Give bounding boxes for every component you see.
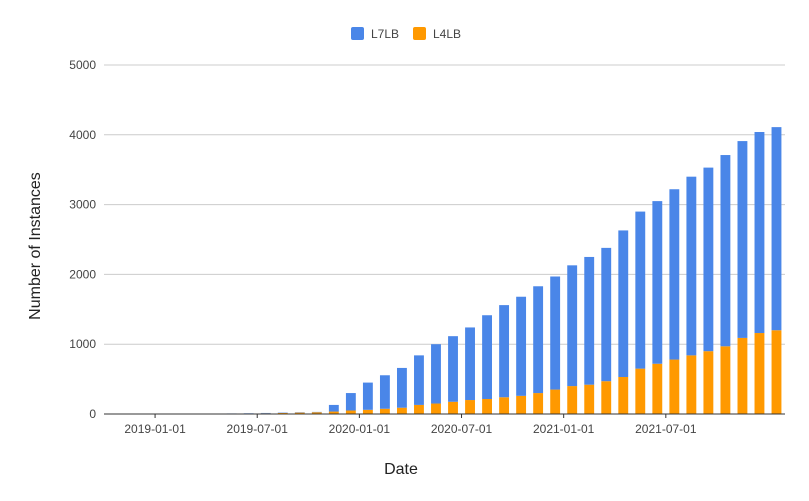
bar-l4lb-2020-07 (465, 400, 475, 414)
bar-l7lb-2022-01 (771, 127, 782, 331)
legend-swatch-l7lb (351, 27, 364, 40)
y-tick-label: 0 (89, 407, 96, 421)
bar-l4lb-2020-03 (397, 407, 407, 414)
bar-l7lb-2020-08 (482, 315, 492, 399)
y-axis-tick-labels: 0 1000 2000 3000 4000 5000 (69, 58, 96, 421)
legend-label-l4lb: L4LB (433, 27, 461, 41)
bar-l4lb-2021-06 (652, 363, 663, 414)
y-tick-label: 1000 (69, 337, 96, 351)
bar-l4lb-2022-01 (771, 330, 782, 414)
bar-l4lb-2021-07 (669, 359, 680, 414)
bar-l4lb-2020-11 (533, 393, 544, 414)
bar-l4lb-2020-06 (448, 401, 458, 414)
bar-l7lb-2020-05 (431, 344, 441, 404)
bar-l7lb-2021-11 (737, 141, 748, 338)
bars (107, 127, 782, 414)
bar-l4lb-2021-08 (686, 355, 697, 414)
bar-l4lb-2021-04 (618, 377, 629, 414)
bar-l4lb-2021-09 (703, 351, 714, 414)
bar-l4lb-2020-01 (362, 409, 373, 414)
y-tick-label: 5000 (69, 58, 96, 72)
bar-l7lb-2021-04 (618, 230, 629, 378)
bar-l7lb-2021-08 (686, 176, 697, 356)
bar-l4lb-2020-08 (482, 398, 492, 414)
x-tick-label: 2019-07-01 (227, 422, 289, 436)
y-tick-label: 2000 (69, 267, 96, 281)
bar-l4lb-2020-10 (516, 395, 527, 414)
bar-l7lb-2021-03 (601, 247, 612, 382)
bar-l7lb-2021-06 (652, 201, 663, 364)
chart-legend: L7LB L4LB (351, 27, 461, 41)
bar-l7lb-2020-10 (516, 296, 527, 396)
bar-l4lb-2019-09 (294, 412, 305, 414)
bar-l7lb-2020-12 (550, 276, 561, 390)
x-tick-label: 2021-01-01 (533, 422, 595, 436)
bar-l4lb-2019-12 (345, 410, 356, 414)
x-tick-label: 2019-01-01 (124, 422, 186, 436)
bar-l4lb-2021-05 (635, 368, 646, 414)
legend-label-l7lb: L7LB (371, 27, 399, 41)
bar-l7lb-2021-12 (754, 132, 765, 334)
bar-l7lb-2020-06 (448, 336, 458, 402)
bar-l4lb-2021-03 (601, 381, 612, 414)
bar-l4lb-2021-12 (754, 333, 765, 414)
x-tick-label: 2020-07-01 (431, 422, 493, 436)
bar-l4lb-2019-10 (311, 412, 322, 414)
bar-l4lb-2021-02 (584, 384, 595, 414)
bar-l4lb-2020-09 (499, 397, 510, 414)
bar-l4lb-2020-05 (431, 403, 441, 414)
bar-l7lb-2021-09 (703, 167, 714, 352)
bar-l7lb-2021-10 (720, 155, 731, 347)
bar-l7lb-2020-07 (465, 327, 475, 401)
bar-l7lb-2021-07 (669, 189, 680, 360)
bar-l7lb-2020-03 (397, 367, 407, 408)
bar-l7lb-2020-09 (499, 305, 510, 398)
y-axis-title: Number of Instances (27, 172, 44, 320)
bar-l4lb-2021-10 (720, 346, 731, 414)
bar-l4lb-2021-01 (567, 386, 578, 414)
x-axis-title: Date (384, 461, 418, 478)
y-tick-label: 4000 (69, 128, 96, 142)
bar-l4lb-2019-08 (277, 412, 288, 414)
bar-l7lb-2021-05 (635, 211, 646, 369)
bar-l7lb-2019-12 (345, 393, 356, 411)
bar-l7lb-2020-04 (414, 355, 424, 405)
bar-l7lb-2020-02 (379, 375, 390, 409)
bar-l7lb-2019-11 (328, 404, 339, 412)
x-tick-label: 2020-01-01 (329, 422, 391, 436)
bar-l4lb-2020-02 (379, 408, 390, 414)
bar-l4lb-2020-04 (414, 404, 424, 414)
bar-l7lb-2020-01 (362, 382, 373, 410)
bar-l7lb-2021-02 (584, 256, 595, 385)
bar-l7lb-2021-01 (567, 265, 578, 387)
bar-l4lb-2019-11 (328, 411, 339, 414)
legend-swatch-l4lb (413, 27, 426, 40)
bar-l7lb-2020-11 (533, 286, 544, 394)
bar-l4lb-2021-11 (737, 337, 748, 414)
bar-l4lb-2020-12 (550, 389, 561, 414)
x-tick-label: 2021-07-01 (635, 422, 697, 436)
x-axis-tick-labels: 2019-01-01 2019-07-01 2020-01-01 2020-07-01… (124, 414, 697, 436)
y-gridlines (104, 64, 785, 345)
y-tick-label: 3000 (69, 198, 96, 212)
